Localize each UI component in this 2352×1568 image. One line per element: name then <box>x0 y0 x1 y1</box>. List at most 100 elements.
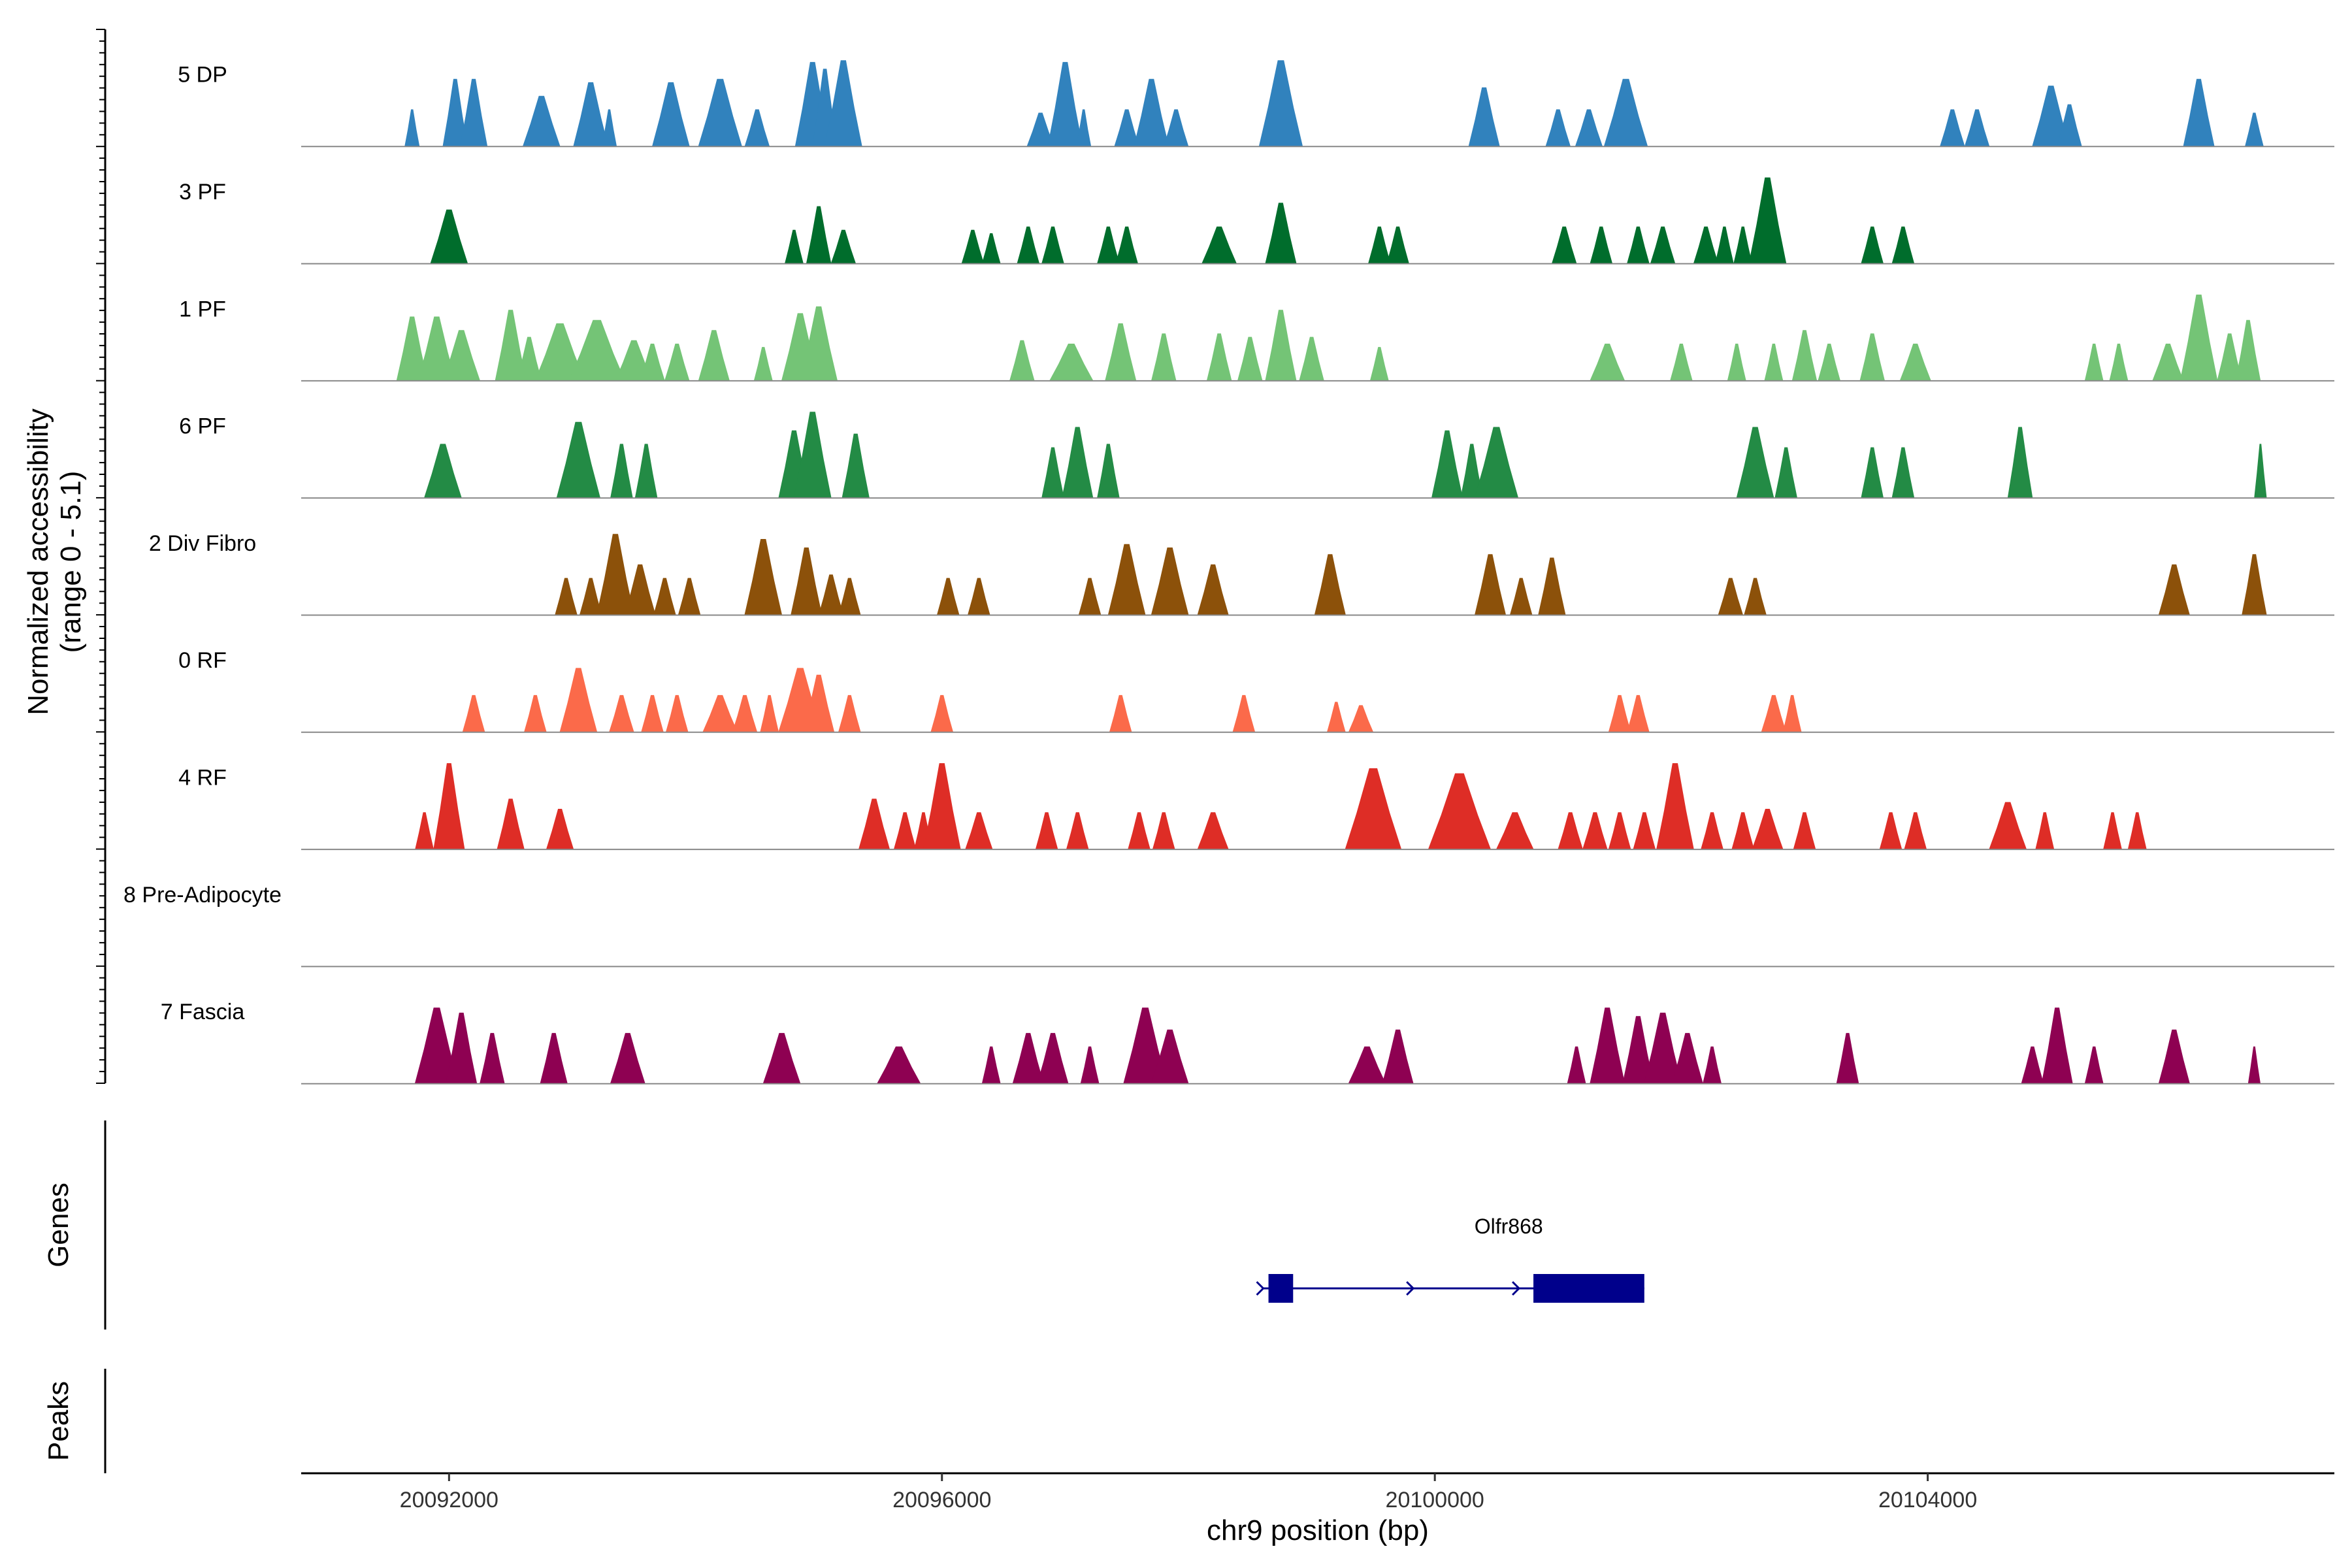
coverage-peak <box>2217 333 2242 381</box>
coverage-peak <box>893 812 917 850</box>
coverage-peak <box>1163 109 1189 147</box>
coverage-peak <box>1026 112 1054 147</box>
coverage-peak <box>579 578 602 615</box>
coverage-peak <box>573 82 609 147</box>
coverage-peak <box>610 1033 645 1084</box>
coverage-peak <box>1206 333 1232 381</box>
coverage-peak <box>2109 344 2129 381</box>
coverage-peak <box>1035 812 1058 850</box>
coverage-peak <box>1603 78 1648 147</box>
coverage-peak <box>2235 319 2261 381</box>
coverage-peak <box>793 412 832 498</box>
coverage-peak <box>1299 336 1324 381</box>
coverage-peak <box>965 812 993 850</box>
coverage-peak <box>1633 812 1656 850</box>
coverage-peak <box>1047 61 1083 147</box>
strand-arrow <box>1511 1281 1521 1296</box>
coverage-peak <box>1109 694 1132 732</box>
coverage-peak <box>1582 812 1608 850</box>
coverage-peak <box>1752 809 1784 850</box>
track-6-pf: 6 PF <box>179 412 2334 499</box>
coverage-peak <box>981 233 1001 264</box>
coverage-peak <box>1049 344 1094 381</box>
coverage-peak <box>1744 578 1767 615</box>
coverage-peak <box>1134 78 1169 147</box>
coverage-peak <box>732 694 758 732</box>
coverage-peak <box>1552 226 1577 264</box>
coverage-peak <box>1265 203 1297 264</box>
coverage-peak <box>2152 344 2184 381</box>
track-label: 4 RF <box>178 765 227 790</box>
coverage-peak <box>1151 1029 1189 1084</box>
coverage-peak <box>559 668 598 732</box>
coverage-peak <box>1590 226 1613 264</box>
coverage-peak <box>2035 812 2055 850</box>
coverage-peak <box>459 78 488 147</box>
coverage-peak <box>596 534 634 615</box>
coverage-peak <box>2127 812 2147 850</box>
coverage-peak <box>1097 444 1120 498</box>
coverage-peak <box>1701 812 1723 850</box>
track-0-rf: 0 RF <box>178 648 2334 733</box>
x-tick-label: 20096000 <box>892 1488 991 1512</box>
coverage-peak <box>1859 333 1885 381</box>
coverage-peak <box>2254 444 2267 498</box>
x-tick-label: 20100000 <box>1386 1488 1484 1512</box>
coverage-peak <box>1904 812 1927 850</box>
coverage-peak <box>2084 1046 2104 1084</box>
coverage-peak <box>1818 344 1840 381</box>
coverage-peak <box>1152 812 1175 850</box>
coverage-peak <box>1899 344 1931 381</box>
coverage-peak <box>415 812 434 850</box>
coverage-peak <box>1475 554 1507 615</box>
coverage-peak <box>2242 554 2267 615</box>
coverage-peak <box>1989 802 2027 850</box>
track-label: 0 RF <box>178 648 227 673</box>
coverage-peak <box>1575 109 1603 147</box>
coverage-peak <box>602 109 617 147</box>
coverage-peak <box>1622 1016 1654 1084</box>
coverage-peak <box>609 694 634 732</box>
coverage-tracks: 5 DP 3 PF 1 PF 6 PF 2 Div Fibro 0 RF 4 RF 8 Pre… <box>123 60 2334 1085</box>
coverage-peak <box>1151 333 1177 381</box>
coverage-peak <box>462 694 485 732</box>
coverage-peak <box>1836 1033 1859 1084</box>
coverage-peak <box>1538 557 1566 615</box>
coverage-peak <box>800 306 838 381</box>
coverage-peak <box>1644 1013 1682 1084</box>
coverage-peak <box>830 229 857 264</box>
coverage-peak <box>698 330 730 381</box>
coverage-peak <box>424 444 462 498</box>
coverage-peak <box>1703 1046 1722 1084</box>
coverage-peak <box>1718 578 1744 615</box>
coverage-peak <box>1460 444 1484 498</box>
coverage-peak <box>1128 812 1151 850</box>
coverage-peak <box>497 798 525 850</box>
track-2-div-fibro: 2 Div Fibro <box>149 531 2334 616</box>
coverage-peak <box>446 1013 478 1084</box>
coverage-peak <box>1671 1033 1703 1084</box>
coverage-peak <box>1107 544 1146 615</box>
coverage-peak <box>2084 344 2104 381</box>
coverage-peak <box>1940 109 1965 147</box>
track-label: 8 Pre-Adipocyte <box>123 883 282 907</box>
coverage-peak <box>1080 1046 1100 1084</box>
coverage-peak <box>961 229 985 264</box>
coverage-peak <box>1348 1046 1386 1084</box>
coverage-peak <box>480 1033 505 1084</box>
strand-arrow <box>1406 1281 1415 1296</box>
coverage-peak <box>1608 694 1631 732</box>
coverage-peak <box>1041 447 1064 498</box>
coverage-peak <box>396 316 428 381</box>
coverage-peak <box>1369 347 1389 381</box>
coverage-peak <box>1608 812 1631 850</box>
track-label: 1 PF <box>179 297 226 321</box>
coverage-peak <box>442 78 468 147</box>
coverage-peak <box>524 694 547 732</box>
coverage-peak <box>1733 226 1753 264</box>
x-tick-label: 20104000 <box>1878 1488 1977 1512</box>
track-label: 5 DP <box>178 63 227 88</box>
coverage-peak <box>1879 812 1903 850</box>
coverage-peak <box>1115 226 1138 264</box>
coverage-peak <box>806 206 832 264</box>
